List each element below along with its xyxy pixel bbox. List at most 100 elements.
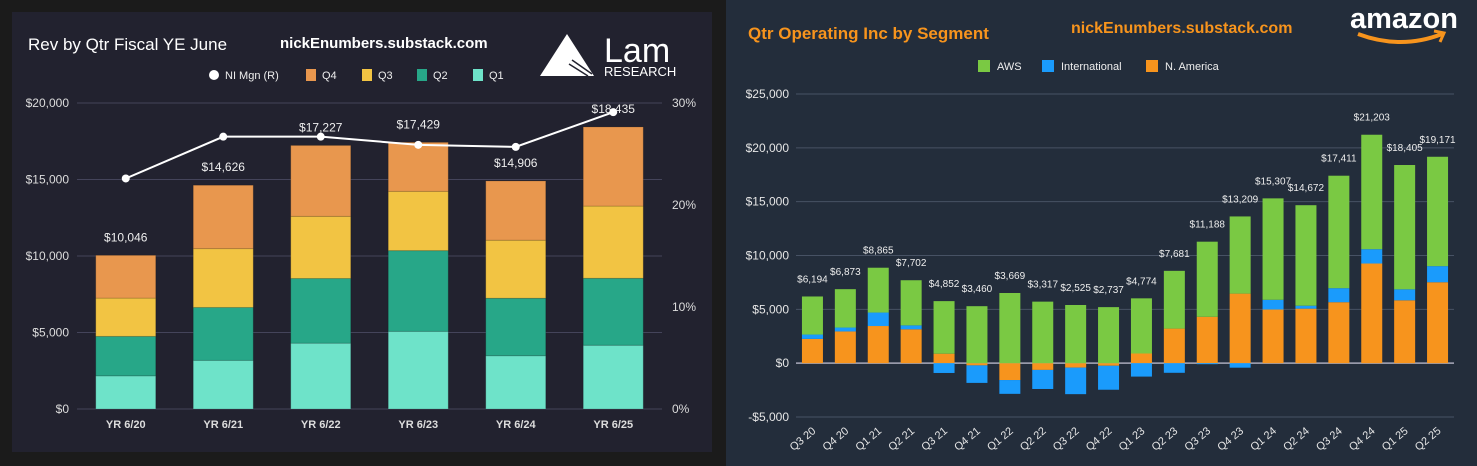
total-label: $21,203: [1354, 113, 1391, 124]
bar-international-17: [1361, 249, 1383, 264]
bar-international-4: [933, 363, 955, 373]
bar-q4-4: [485, 180, 547, 241]
legend-label: Q4: [322, 70, 337, 82]
bar-n-america-4: [933, 353, 955, 364]
x-tick-label: YR 6/23: [398, 419, 438, 431]
bar-q4-3: [387, 141, 449, 192]
bar-q3-5: [582, 205, 644, 279]
legend-marker-q1: [473, 69, 483, 81]
bar-aws-4: [933, 301, 955, 354]
total-label: $18,405: [1387, 143, 1424, 154]
chart-title: Qtr Operating Inc by Segment: [748, 24, 989, 43]
x-tick-label: Q4 20: [821, 425, 852, 453]
x-tick-label: Q3 20: [788, 425, 819, 453]
y-tick-label: $25,000: [746, 87, 790, 101]
total-label: $7,681: [1159, 249, 1190, 260]
x-tick-label: Q1 21: [854, 425, 885, 453]
bar-n-america-14: [1262, 309, 1284, 364]
x-tick-label: Q3 24: [1314, 425, 1345, 453]
legend-label: Q1: [489, 70, 504, 82]
legend-marker-ni-mgn: [209, 70, 219, 80]
bar-international-9: [1098, 365, 1120, 390]
bar-q2-3: [387, 250, 449, 332]
x-tick-label: Q2 23: [1150, 425, 1181, 453]
lam-revenue-chart-panel: Rev by Qtr Fiscal YE June nickEnumbers.s…: [12, 12, 712, 452]
y-tick-label: $15,000: [746, 195, 790, 209]
bar-q4-0: [95, 254, 157, 299]
bar-international-5: [966, 365, 988, 383]
bar-international-16: [1328, 288, 1350, 303]
bar-international-3: [900, 325, 922, 330]
logo-name: amazon: [1350, 3, 1458, 35]
total-label: $10,046: [104, 230, 148, 244]
bar-n-america-18: [1394, 300, 1416, 364]
bar-international-12: [1196, 363, 1218, 365]
bar-q2-2: [290, 277, 352, 344]
legend-marker-q3: [362, 69, 372, 81]
bar-q2-5: [582, 277, 644, 346]
ni-margin-point-1: [219, 132, 228, 141]
bar-aws-18: [1394, 165, 1416, 290]
legend-label: Q2: [433, 70, 448, 82]
ni-margin-point-2: [316, 132, 325, 141]
bar-international-14: [1262, 299, 1284, 310]
bar-international-10: [1130, 363, 1152, 377]
x-tick-label: YR 6/22: [301, 419, 341, 431]
bar-q3-4: [485, 239, 547, 299]
x-tick-label: Q4 21: [952, 425, 983, 453]
x-tick-label: YR 6/21: [203, 419, 243, 431]
amazon-segment-chart-panel: Qtr Operating Inc by Segment nickEnumber…: [726, 0, 1477, 466]
bar-q1-1: [192, 359, 254, 410]
x-tick-label: Q2 21: [886, 425, 917, 453]
bar-n-america-1: [834, 331, 856, 364]
total-label: $19,171: [1419, 135, 1456, 146]
x-tick-label: Q3 22: [1051, 425, 1082, 453]
bar-q2-1: [192, 306, 254, 361]
bar-q1-5: [582, 344, 644, 410]
total-label: $8,865: [863, 246, 894, 257]
legend-label: NI Mgn (R): [225, 70, 279, 82]
x-tick-label: Q1 22: [985, 425, 1016, 453]
x-tick-label: Q4 22: [1084, 425, 1115, 453]
y-tick-label: $10,000: [746, 249, 790, 263]
total-label: $14,626: [202, 160, 246, 174]
x-tick-label: YR 6/25: [593, 419, 633, 431]
bar-n-america-10: [1130, 353, 1152, 364]
y-tick-label: $15,000: [26, 173, 70, 187]
legend-label: N. America: [1165, 61, 1220, 73]
bar-q3-1: [192, 248, 254, 308]
y2-tick-label: 30%: [672, 96, 696, 110]
total-label: $3,460: [962, 284, 993, 295]
total-label: $3,317: [1027, 280, 1058, 291]
total-label: $15,307: [1255, 176, 1292, 187]
bar-international-6: [999, 380, 1021, 394]
y-tick-label: $0: [776, 356, 790, 370]
ni-margin-point-5: [609, 108, 618, 117]
bar-n-america-16: [1328, 302, 1350, 364]
bar-aws-13: [1229, 216, 1251, 294]
bar-international-18: [1394, 289, 1416, 301]
bar-aws-15: [1295, 205, 1317, 306]
bar-n-america-6: [999, 363, 1021, 381]
x-tick-label: Q4 24: [1347, 425, 1378, 453]
bar-q1-2: [290, 342, 352, 410]
bar-aws-7: [1032, 301, 1054, 364]
bar-aws-19: [1427, 156, 1449, 267]
total-label: $3,669: [995, 271, 1026, 282]
bar-q4-5: [582, 126, 644, 207]
total-label: $2,737: [1093, 285, 1124, 296]
lam-research-logo: Lam RESEARCH: [540, 32, 676, 79]
bar-aws-14: [1262, 198, 1284, 300]
total-label: $13,209: [1222, 194, 1259, 205]
x-tick-label: Q2 24: [1281, 425, 1312, 453]
x-tick-label: Q2 25: [1413, 425, 1444, 453]
bar-n-america-11: [1163, 328, 1185, 364]
bar-aws-11: [1163, 270, 1185, 329]
total-label: $14,672: [1288, 183, 1325, 194]
bar-q4-1: [192, 184, 254, 250]
y-tick-label: $20,000: [26, 96, 70, 110]
total-label: $17,227: [299, 120, 343, 134]
total-label: $6,194: [797, 274, 828, 285]
y-tick-label: $10,000: [26, 249, 70, 263]
amazon-segment-chart: Qtr Operating Inc by Segment nickEnumber…: [746, 3, 1458, 454]
